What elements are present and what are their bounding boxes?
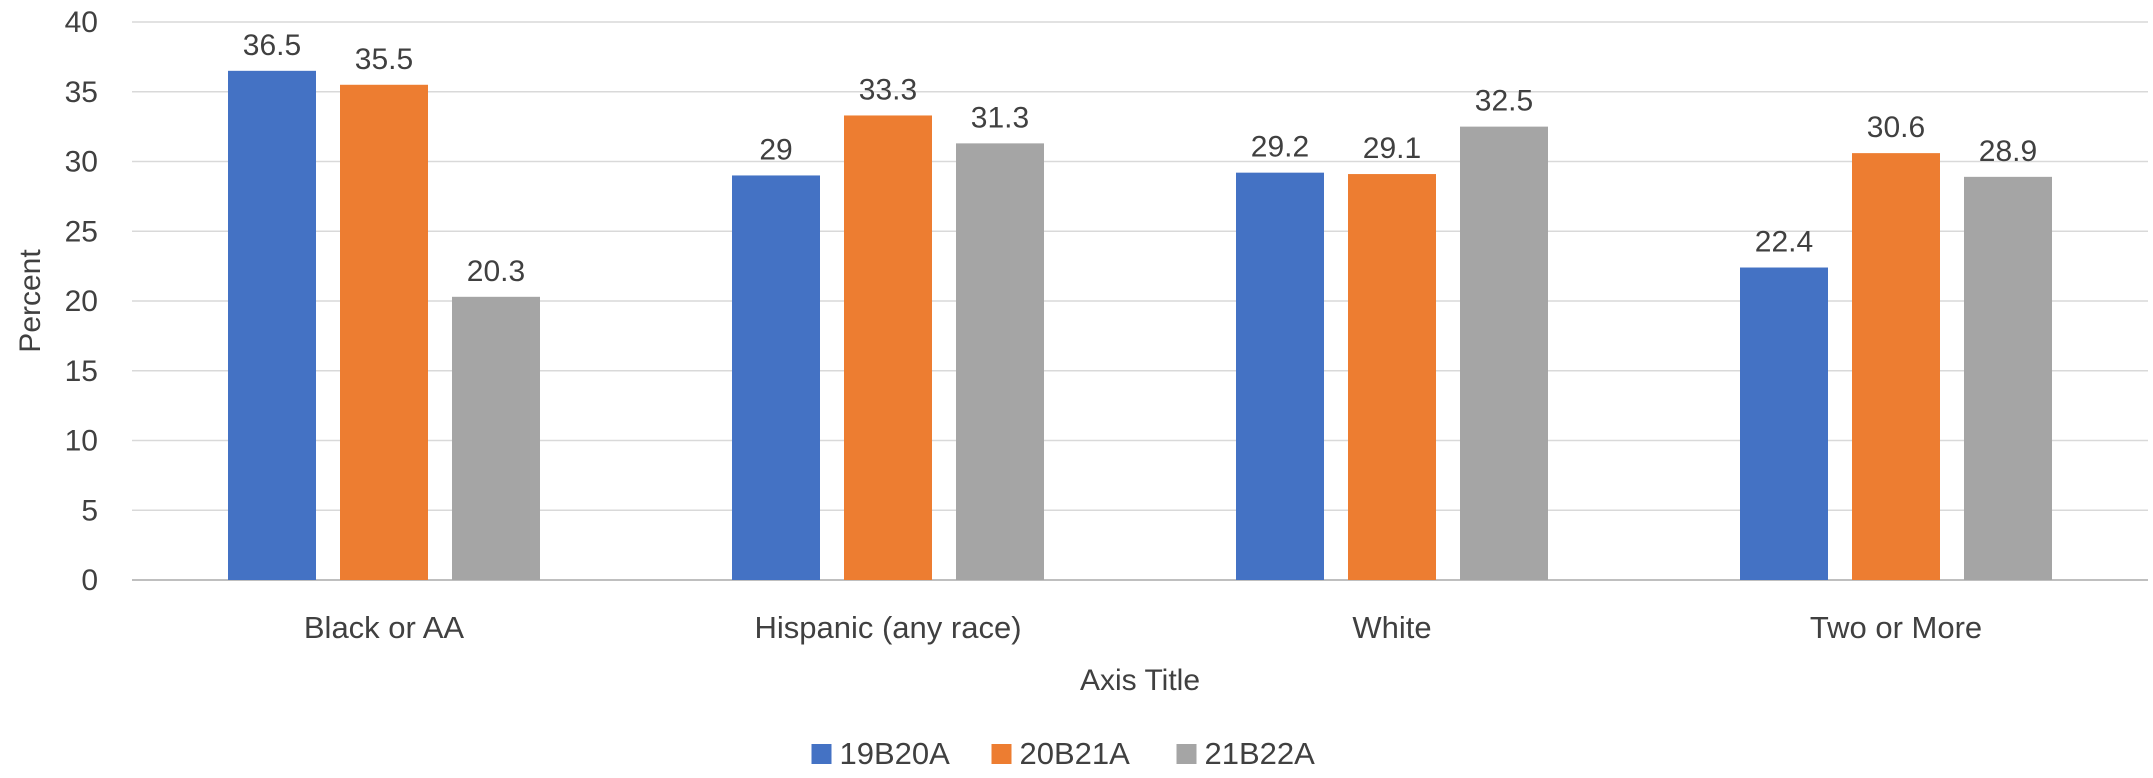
x-category-label: Hispanic (any race) <box>754 610 1021 645</box>
bars <box>228 70 2052 581</box>
data-label: 33.3 <box>859 73 917 106</box>
y-tick-label: 5 <box>81 494 98 527</box>
y-axis-ticks: 0 5 10 15 20 25 30 35 40 <box>65 6 98 597</box>
x-category-label: White <box>1352 610 1431 645</box>
bar <box>340 84 428 581</box>
y-tick-label: 15 <box>65 355 98 388</box>
y-tick-label: 25 <box>65 215 98 248</box>
bar <box>1852 153 1940 580</box>
legend-label: 19B20A <box>840 736 951 771</box>
bar <box>228 70 316 580</box>
y-tick-label: 35 <box>65 76 98 109</box>
legend-label: 21B22A <box>1205 736 1316 771</box>
y-tick-label: 10 <box>65 425 98 458</box>
bar <box>956 143 1044 581</box>
x-axis-categories: Black or AA Hispanic (any race) White Two o… <box>304 610 1982 645</box>
x-axis-title: Axis Title <box>1080 664 1200 697</box>
data-label: 29.1 <box>1363 132 1421 165</box>
legend: 19B20A 20B21A 21B22A <box>811 736 1316 771</box>
y-tick-label: 30 <box>65 146 98 179</box>
legend-label: 20B21A <box>1020 736 1131 771</box>
data-label: 31.3 <box>971 101 1029 134</box>
bar <box>1964 176 2052 580</box>
bar <box>1460 126 1548 580</box>
bar <box>1740 267 1828 580</box>
data-label: 20.3 <box>467 255 525 288</box>
x-category-label: Black or AA <box>304 610 465 645</box>
bar <box>732 175 820 580</box>
bar <box>844 115 932 580</box>
data-labels: 36.5 35.5 20.3 29 33.3 31.3 29.2 29.1 32.5 22.4 30… <box>243 29 2037 288</box>
data-label: 32.5 <box>1475 85 1533 118</box>
y-axis-title: Percent <box>14 249 47 353</box>
legend-swatch <box>811 744 832 764</box>
data-label: 28.9 <box>1979 135 2037 168</box>
y-tick-label: 40 <box>65 6 98 39</box>
data-label: 36.5 <box>243 29 301 62</box>
data-label: 29 <box>759 133 792 166</box>
legend-swatch <box>991 744 1012 764</box>
bar <box>452 296 540 580</box>
y-tick-label: 20 <box>65 285 98 318</box>
y-tick-label: 0 <box>81 564 98 597</box>
bar <box>1236 172 1324 580</box>
gridlines <box>132 21 2148 581</box>
bar <box>1348 174 1436 580</box>
x-category-label: Two or More <box>1810 610 1982 645</box>
data-label: 35.5 <box>355 43 413 76</box>
data-label: 22.4 <box>1755 226 1813 259</box>
data-label: 30.6 <box>1867 111 1925 144</box>
data-label: 29.2 <box>1251 131 1309 164</box>
legend-swatch <box>1176 744 1197 764</box>
